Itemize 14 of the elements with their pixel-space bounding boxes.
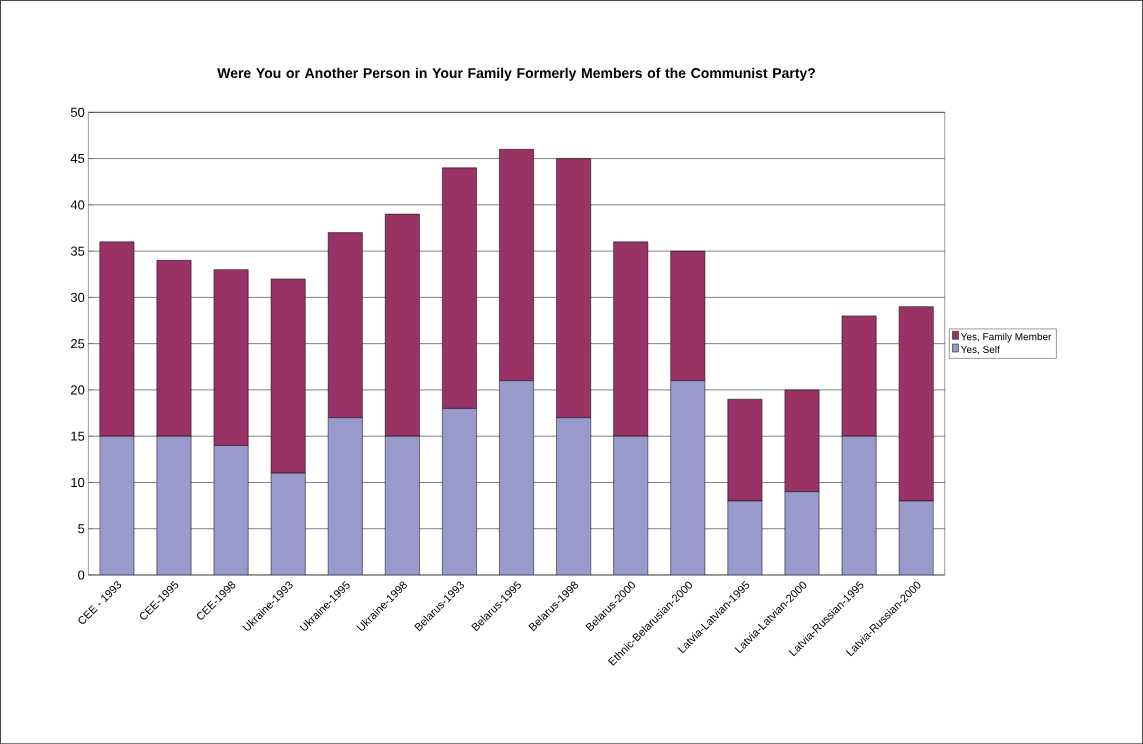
legend-label: Yes, Family Member [960,332,1052,343]
y-tick-label: 30 [70,292,85,302]
y-tick-label: 10 [71,477,85,487]
y-tick-label: 25 [71,338,85,349]
y-tick-label: 40 [70,200,85,210]
y-tick-label: 35 [70,246,85,256]
y-tick-label: 50 [70,107,85,117]
y-tick-label: 15 [71,431,85,441]
y-tick-label: 45 [70,153,85,163]
y-tick-label: 5 [78,524,85,534]
y-tick-label: 20 [71,385,85,395]
legend-label: Yes, Self [960,345,1000,355]
y-tick-label: 0 [78,570,85,580]
chart-title: Were You or Another Person in Your Family Formerly Members of the Communist Party? [217,67,815,81]
